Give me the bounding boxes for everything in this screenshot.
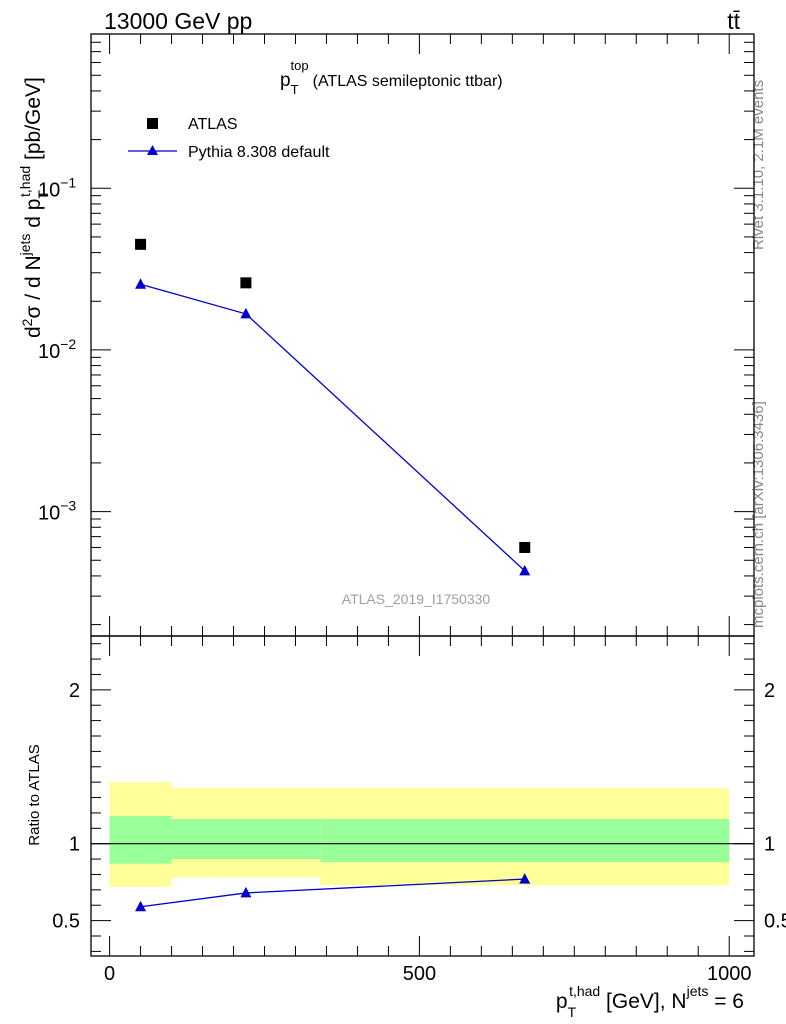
- uncertainty-band-green: [109, 816, 172, 864]
- ratio-bands: [109, 782, 730, 887]
- ratio-y-tick-label-right: 1: [764, 834, 775, 856]
- y-tick-label: 10−1: [38, 174, 76, 201]
- ratio-panel: 0.5 0.5 1 1 2 2 0 500 1000 Ratio to ATLAS pTt,h…: [26, 635, 786, 1020]
- ratio-y-axis-label: Ratio to ATLAS: [26, 744, 43, 845]
- atlas-data-point: [519, 541, 531, 553]
- ratio-data: [135, 873, 531, 912]
- ratio-y-tick-label: 1: [69, 834, 80, 856]
- legend-marker-atlas: [147, 118, 158, 129]
- legend-label-pythia: Pythia 8.308 default: [188, 144, 330, 161]
- y-tick-label: 10−3: [38, 498, 76, 525]
- x-axis-label: pTt,had [GeV], Njets = 6: [556, 983, 744, 1020]
- ratio-data-point: [519, 873, 531, 884]
- plot-title: pTtop(ATLAS semileptonic ttbar): [280, 58, 503, 97]
- uncertainty-band-green: [171, 819, 321, 860]
- pythia-data-point: [240, 307, 252, 319]
- main-data: [135, 238, 531, 576]
- pythia-data-point: [135, 278, 147, 289]
- ratio-y-tick-label: 2: [69, 680, 80, 702]
- atlas-data-point: [240, 277, 252, 289]
- uncertainty-band-green: [320, 819, 730, 863]
- ratio-data-point: [135, 900, 147, 912]
- pythia-line: [140, 283, 526, 572]
- y-tick-label: 10−2: [38, 336, 76, 363]
- collision-label: 13000 GeV pp: [104, 8, 252, 34]
- x-tick-label: 500: [403, 963, 436, 985]
- ratio-y-tick-label-right: 2: [764, 680, 775, 702]
- ratio-y-tick-label: 0.5: [52, 911, 80, 933]
- atlas-data-point: [135, 238, 147, 250]
- ratio-data-point: [240, 886, 252, 898]
- legend: ATLAS Pythia 8.308 default: [128, 116, 330, 161]
- x-tick-label: 0: [104, 963, 115, 985]
- ratio-y-axis: 0.5 0.5 1 1 2 2: [52, 643, 786, 952]
- ratio-y-tick-label-right: 0.5: [764, 911, 786, 933]
- mcplots-info: mcplots.cern.ch [arXiv:1306.3436]: [750, 401, 767, 628]
- main-y-axis-label: d2σ / d Njets d pTt,had [pb/GeV]: [17, 77, 51, 338]
- x-tick-label: 1000: [707, 963, 752, 985]
- analysis-label: ATLAS_2019_I1750330: [342, 591, 491, 607]
- main-panel: pTtop(ATLAS semileptonic ttbar) ATLAS Py…: [17, 33, 755, 637]
- pythia-data-point: [519, 564, 531, 576]
- process-label: tt̄: [727, 8, 740, 34]
- main-y-axis: 10−1 10−2 10−3: [38, 33, 754, 626]
- ratio-frame: [90, 635, 755, 957]
- main-x-ticks: [109, 34, 730, 636]
- legend-label-atlas: ATLAS: [188, 116, 238, 133]
- ratio-x-axis: 0 500 1000: [104, 636, 751, 985]
- legend-marker-pythia: [147, 145, 158, 155]
